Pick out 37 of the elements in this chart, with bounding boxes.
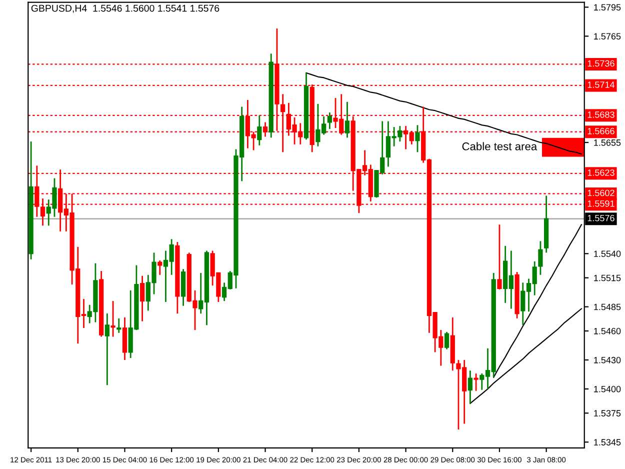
- ref-line-label: 1.5683: [588, 111, 614, 118]
- candlestick: [497, 224, 502, 290]
- y-tick-label: 1.5795: [594, 4, 621, 11]
- y-tick-label: 1.5515: [594, 274, 621, 282]
- ref-line-label: 1.5576: [588, 214, 614, 222]
- y-tick-label: 1.5430: [594, 356, 621, 364]
- candlestick: [474, 372, 478, 392]
- candlestick: [110, 300, 116, 338]
- y-tick-label: 1.5375: [594, 410, 621, 416]
- candlestick: [327, 112, 332, 130]
- ref-line-label: 1.5602: [588, 190, 614, 196]
- band-label: Cable test area: [462, 142, 538, 150]
- candlestick: [140, 275, 145, 322]
- ref-line-label: 1.5591: [588, 200, 614, 207]
- candlestick: [257, 114, 262, 146]
- y-tick-label: 1.5765: [594, 33, 621, 40]
- y-tick-label: 1.5400: [594, 386, 621, 392]
- y-tick-label: 1.5460: [594, 328, 621, 334]
- chart-title: GBPUSD,H4 1.5546 1.5600 1.5541 1.5576: [31, 4, 220, 13]
- ref-line-label: 1.5666: [588, 128, 614, 134]
- candlestick: [116, 318, 122, 334]
- candlestick: [158, 260, 162, 276]
- candlestick: [104, 312, 110, 386]
- y-tick-label: 1.5540: [594, 250, 621, 257]
- candlestick: [344, 101, 350, 138]
- y-tick-label: 1.5655: [594, 139, 621, 146]
- y-tick-label: 1.5485: [594, 304, 621, 310]
- line-series: [493, 224, 582, 378]
- y-tick-label: 1.5345: [594, 439, 621, 446]
- candlestick: [444, 331, 450, 350]
- ref-line-label: 1.5736: [588, 60, 614, 67]
- line-series: [306, 72, 582, 155]
- ref-line-label: 1.5714: [588, 82, 614, 88]
- line-series: [470, 308, 582, 404]
- candlestick: [468, 370, 473, 404]
- candlestick: [415, 124, 420, 153]
- ref-line-label: 1.5623: [588, 169, 614, 176]
